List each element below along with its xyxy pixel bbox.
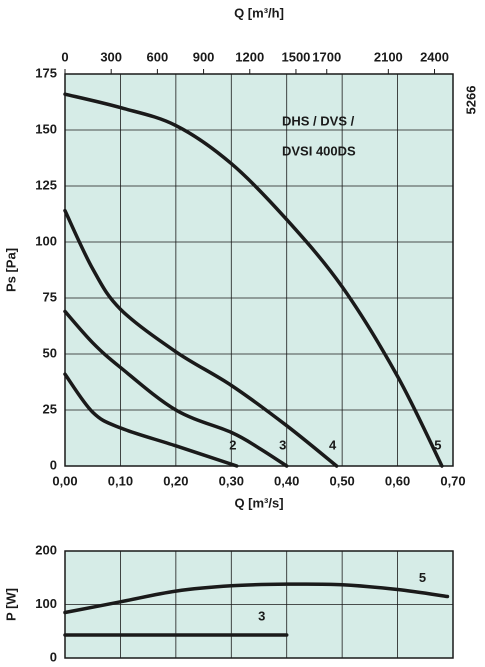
x-tick-label: 0,50 (329, 473, 354, 488)
x2-tick-label: 1200 (235, 49, 264, 64)
series-label: 3 (258, 608, 265, 623)
series-label: 5 (419, 570, 426, 585)
x2-tick-label: 900 (193, 49, 215, 64)
y-tick-label: 0 (50, 649, 57, 664)
series-label: 2 (229, 437, 236, 452)
y-tick-label: 100 (35, 233, 57, 248)
x-tick-label: 0,60 (385, 473, 410, 488)
x2-tick-label: 0 (61, 49, 68, 64)
y-tick-label: 175 (35, 65, 57, 80)
series-label: 3 (279, 437, 286, 452)
x2-tick-label: 1500 (281, 49, 310, 64)
y-tick-label: 100 (35, 596, 57, 611)
curve (63, 309, 289, 468)
y-tick-label: 25 (43, 401, 57, 416)
chart-title: DVSI 400DS (282, 143, 356, 158)
plot-area (64, 73, 454, 467)
y-axis-label: Ps [Pa] (3, 248, 18, 292)
x2-axis-label: Q [m³/h] (234, 5, 284, 20)
x-tick-label: 0,40 (274, 473, 299, 488)
y-tick-label: 75 (43, 289, 57, 304)
curve (63, 208, 339, 468)
x2-tick-label: 300 (100, 49, 122, 64)
x-tick-label: 0,10 (108, 473, 133, 488)
y-tick-label: 0 (50, 457, 57, 472)
x2-tick-label: 1700 (312, 49, 341, 64)
y-tick-label: 50 (43, 345, 57, 360)
series-label: 5 (434, 437, 441, 452)
y-tick-label: 125 (35, 177, 57, 192)
x-tick-label: 0,00 (52, 473, 77, 488)
series-label: 4 (329, 437, 337, 452)
curve (63, 92, 444, 468)
x2-tick-label: 600 (147, 49, 169, 64)
x2-tick-label: 2100 (374, 49, 403, 64)
y-tick-label: 150 (35, 121, 57, 136)
x-axis-label: Q [m³/s] (234, 495, 283, 510)
chart-title: DHS / DVS / (282, 113, 355, 128)
y-axis-label: P [W] (3, 588, 18, 621)
curve (63, 582, 450, 615)
y-tick-label: 200 (35, 542, 57, 557)
x-tick-label: 0,20 (163, 473, 188, 488)
curve (63, 372, 239, 468)
x-tick-label: 0,30 (219, 473, 244, 488)
x2-tick-label: 2400 (420, 49, 449, 64)
code-label: 5266 (463, 86, 478, 115)
x-tick-label: 0,70 (440, 473, 465, 488)
